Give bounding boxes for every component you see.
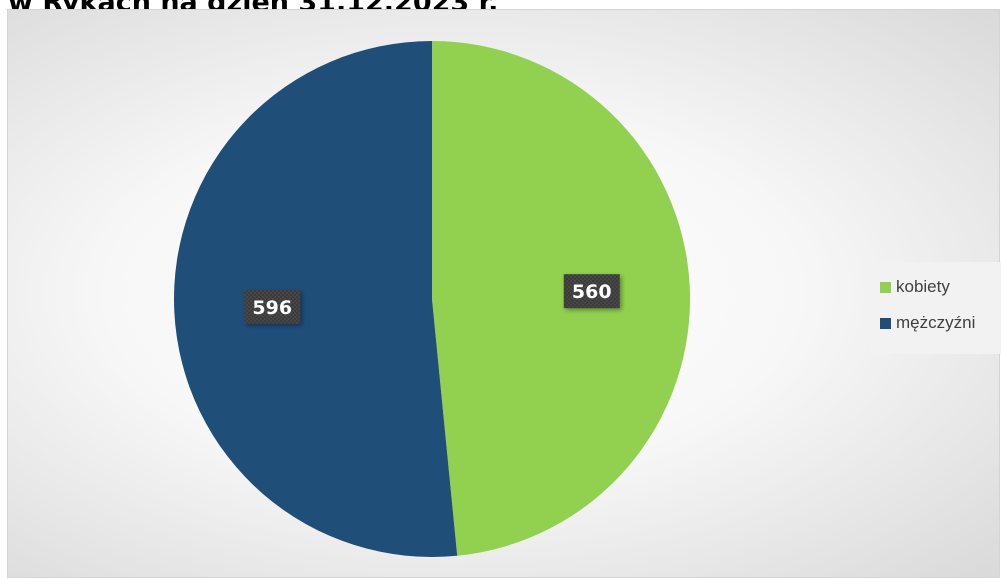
legend: kobiety mężczyźni [870, 262, 1001, 354]
pie-chart: 560 596 [173, 41, 690, 558]
data-label-text: 560 [572, 281, 612, 303]
pie-slice-mezczyzni [173, 41, 458, 558]
data-label-kobiety: 560 [563, 274, 620, 309]
legend-label-mezczyzni: mężczyźni [896, 313, 976, 332]
legend-label-kobiety: kobiety [896, 277, 950, 296]
legend-swatch-mezczyzni [880, 317, 891, 329]
data-label-box [563, 274, 620, 309]
legend-item-mezczyzni: mężczyźni [880, 312, 975, 334]
legend-swatch-kobiety [880, 281, 891, 293]
data-label-box [244, 289, 301, 324]
data-label-mezczyzni: 596 [244, 289, 301, 324]
legend-item-kobiety: kobiety [880, 276, 950, 298]
data-label-text: 596 [252, 297, 292, 319]
pie-slice-kobiety [432, 41, 690, 556]
chart-area: 560 596 kobiety mężczyźni [7, 9, 1001, 578]
